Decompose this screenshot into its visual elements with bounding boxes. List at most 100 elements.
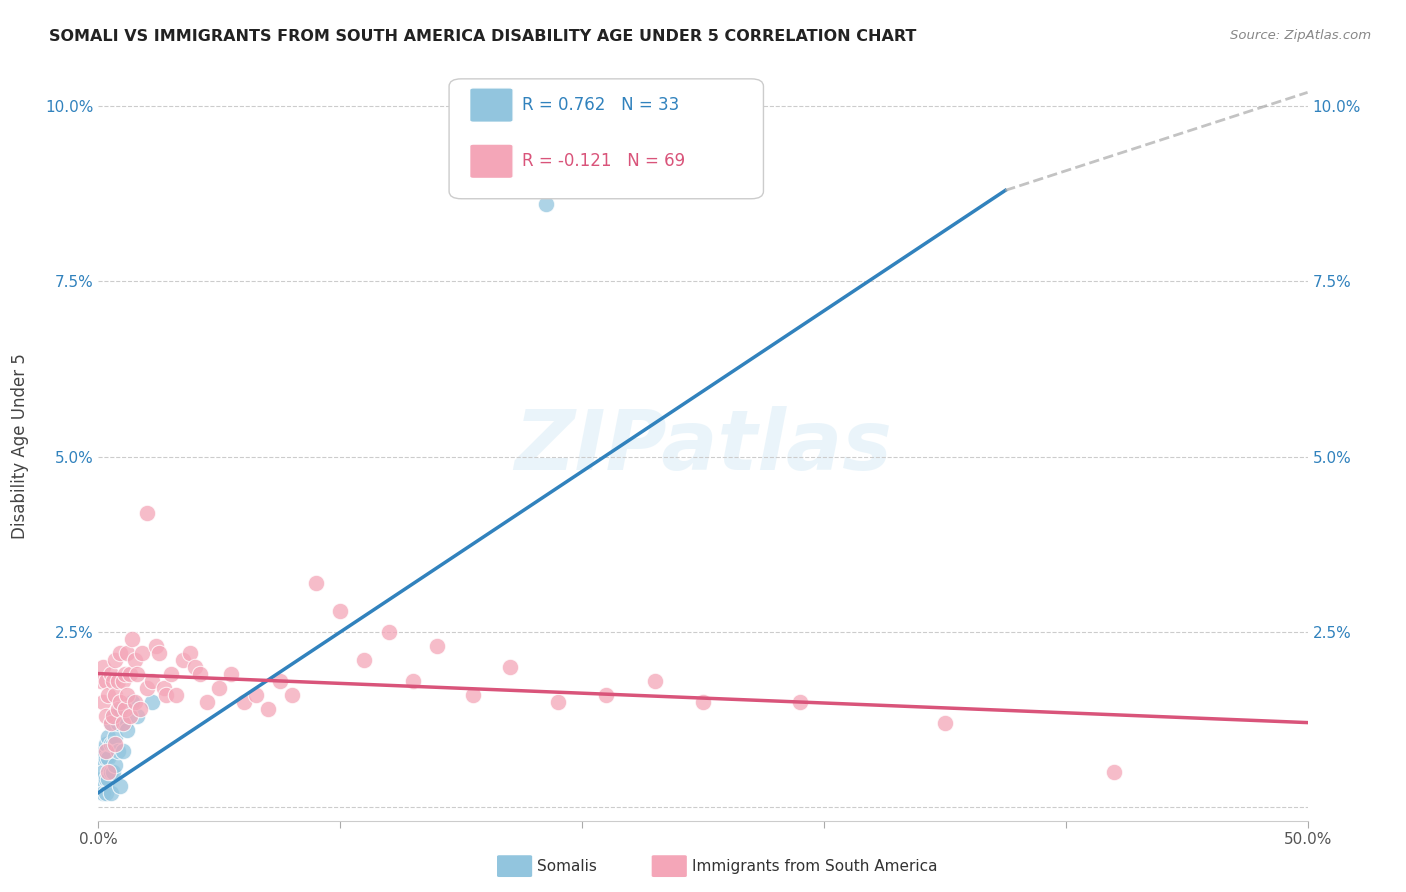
- Point: [108, 646, 131, 660]
- Point: [329, 603, 352, 617]
- Point: [934, 715, 956, 730]
- Point: [141, 673, 163, 688]
- Point: [595, 688, 617, 702]
- Point: [91, 743, 114, 757]
- Point: [94, 786, 117, 800]
- Point: [245, 688, 267, 702]
- Point: [100, 666, 122, 681]
- FancyBboxPatch shape: [470, 144, 513, 178]
- Point: [100, 715, 122, 730]
- Point: [165, 688, 187, 702]
- Point: [127, 708, 149, 723]
- Point: [97, 764, 120, 779]
- Text: Source: ZipAtlas.com: Source: ZipAtlas.com: [1230, 29, 1371, 42]
- Point: [108, 779, 131, 793]
- Point: [118, 708, 141, 723]
- Point: [353, 652, 375, 666]
- Point: [131, 646, 153, 660]
- Point: [104, 652, 127, 666]
- Point: [114, 666, 136, 681]
- Point: [94, 737, 117, 751]
- Point: [789, 695, 811, 709]
- Point: [135, 506, 157, 520]
- Point: [114, 715, 136, 730]
- Point: [426, 639, 449, 653]
- Point: [117, 688, 139, 702]
- Text: R = -0.121   N = 69: R = -0.121 N = 69: [522, 153, 685, 170]
- Point: [121, 695, 143, 709]
- Point: [104, 757, 127, 772]
- Point: [94, 708, 117, 723]
- Point: [305, 575, 328, 590]
- Point: [141, 695, 163, 709]
- Text: ZIPatlas: ZIPatlas: [515, 406, 891, 486]
- Text: Somalis: Somalis: [537, 859, 598, 873]
- Point: [94, 772, 117, 786]
- Point: [644, 673, 666, 688]
- Point: [148, 646, 170, 660]
- Text: R = 0.762   N = 33: R = 0.762 N = 33: [522, 96, 679, 114]
- Point: [117, 646, 139, 660]
- Point: [107, 673, 129, 688]
- Point: [160, 666, 183, 681]
- Point: [91, 764, 114, 779]
- Point: [121, 632, 143, 646]
- Point: [221, 666, 243, 681]
- Point: [232, 695, 254, 709]
- Point: [117, 723, 139, 737]
- Point: [195, 695, 218, 709]
- Point: [111, 743, 134, 757]
- Point: [114, 701, 136, 715]
- Text: SOMALI VS IMMIGRANTS FROM SOUTH AMERICA DISABILITY AGE UNDER 5 CORRELATION CHART: SOMALI VS IMMIGRANTS FROM SOUTH AMERICA …: [49, 29, 917, 44]
- FancyBboxPatch shape: [449, 78, 763, 199]
- Point: [100, 764, 122, 779]
- Point: [97, 772, 120, 786]
- Point: [107, 701, 129, 715]
- Point: [145, 639, 167, 653]
- Point: [104, 737, 127, 751]
- Point: [90, 673, 112, 688]
- Point: [108, 695, 131, 709]
- Point: [179, 646, 201, 660]
- Point: [97, 730, 120, 744]
- Point: [1102, 764, 1125, 779]
- Point: [101, 708, 124, 723]
- Y-axis label: Disability Age Under 5: Disability Age Under 5: [10, 353, 28, 539]
- Point: [135, 681, 157, 695]
- Point: [269, 673, 291, 688]
- Point: [100, 737, 122, 751]
- Point: [97, 688, 120, 702]
- Point: [90, 772, 112, 786]
- Point: [118, 666, 141, 681]
- Point: [94, 743, 117, 757]
- Point: [184, 659, 207, 673]
- Point: [281, 688, 304, 702]
- Text: Immigrants from South America: Immigrants from South America: [692, 859, 938, 873]
- Point: [377, 624, 399, 639]
- Point: [91, 786, 114, 800]
- Point: [94, 673, 117, 688]
- Point: [107, 743, 129, 757]
- Point: [91, 659, 114, 673]
- Point: [101, 764, 124, 779]
- Point: [90, 750, 112, 764]
- Point: [128, 701, 150, 715]
- Point: [104, 688, 127, 702]
- Point: [101, 708, 124, 723]
- Point: [104, 730, 127, 744]
- Point: [107, 715, 129, 730]
- Point: [124, 652, 146, 666]
- Point: [155, 688, 177, 702]
- Point: [91, 695, 114, 709]
- FancyBboxPatch shape: [470, 87, 513, 122]
- Point: [97, 750, 120, 764]
- Point: [111, 673, 134, 688]
- Point: [402, 673, 425, 688]
- Point: [463, 688, 485, 702]
- Point: [111, 715, 134, 730]
- Point: [692, 695, 714, 709]
- Point: [100, 715, 122, 730]
- Point: [124, 695, 146, 709]
- Point: [547, 695, 569, 709]
- Point: [108, 701, 131, 715]
